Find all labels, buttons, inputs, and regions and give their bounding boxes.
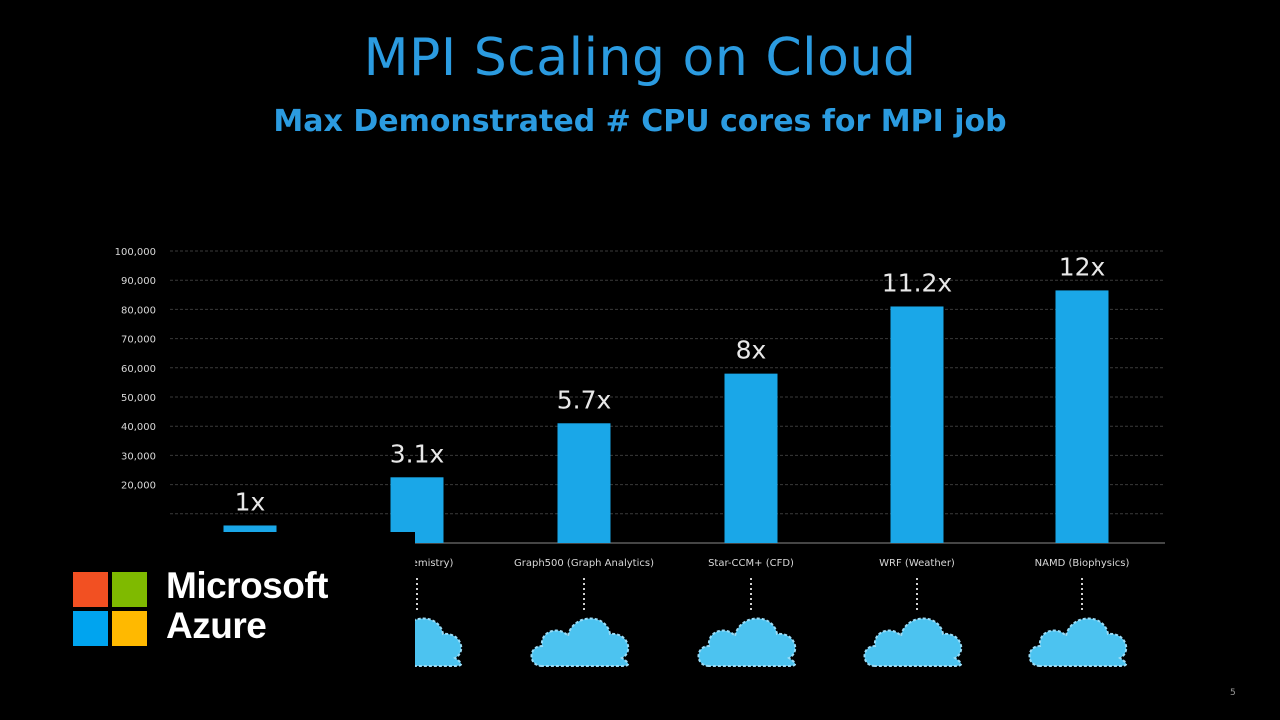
bar: [724, 373, 778, 543]
y-tick-label: 90,000: [121, 276, 156, 287]
logo-square-yellow: [112, 611, 147, 646]
data-label: 8x: [736, 336, 767, 365]
category-label: um chemistry): [381, 558, 454, 569]
y-tick-label: 70,000: [121, 335, 156, 346]
cloud-icon: [697, 617, 797, 667]
y-tick-label: 30,000: [121, 451, 156, 462]
category-label: WRF (Weather): [879, 558, 955, 569]
cloud-icon: [530, 617, 630, 667]
y-tick-label: 100,000: [115, 247, 156, 258]
cloud-icon: [863, 617, 963, 667]
data-label: 3.1x: [390, 439, 445, 468]
data-label: 5.7x: [557, 385, 612, 414]
logo-square-blue: [73, 611, 108, 646]
data-label: 12x: [1059, 252, 1106, 281]
category-label: Star-CCM+ (CFD): [708, 558, 794, 569]
bar: [890, 306, 944, 543]
brand-line-2: Azure: [166, 605, 267, 646]
bar: [1055, 290, 1109, 543]
slide-title: MPI Scaling on Cloud: [363, 28, 917, 88]
logo-square-red: [73, 572, 108, 607]
category-label: NAMD (Biophysics): [1035, 558, 1130, 569]
microsoft-logo-icon: [73, 572, 147, 646]
data-label: 1x: [235, 487, 266, 516]
branding-overlay: [0, 532, 415, 720]
bar: [557, 423, 611, 543]
cloud-icon: [1028, 617, 1128, 667]
logo-square-green: [112, 572, 147, 607]
y-tick-label: 40,000: [121, 422, 156, 433]
page-number: 5: [1230, 688, 1236, 698]
y-tick-label: 20,000: [121, 481, 156, 492]
brand-line-1: Microsoft: [166, 565, 329, 606]
y-tick-label: 80,000: [121, 305, 156, 316]
data-label: 11.2x: [882, 268, 952, 297]
y-tick-label: 50,000: [121, 393, 156, 404]
brand-wordmark: Microsoft Azure: [166, 565, 329, 646]
category-label: Graph500 (Graph Analytics): [514, 558, 654, 569]
slide-subtitle: Max Demonstrated # CPU cores for MPI job: [273, 104, 1007, 139]
y-tick-label: 60,000: [121, 364, 156, 375]
